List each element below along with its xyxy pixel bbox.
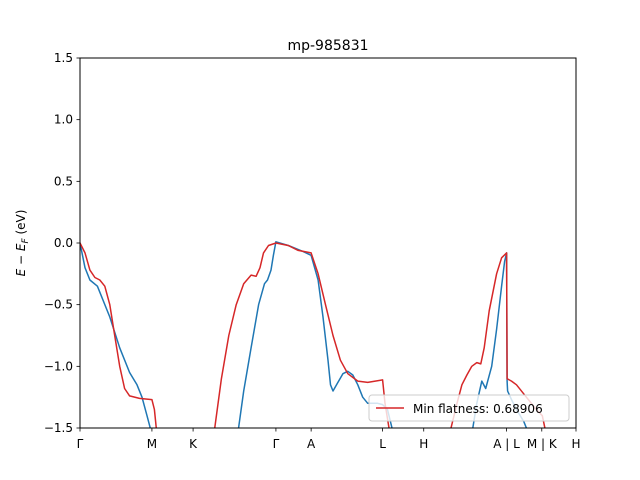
x-axis-ticks: Γ M K Γ A L H A | L M | K H <box>77 428 581 451</box>
x-tick-label: L <box>379 437 386 451</box>
y-tick-label: −1.5 <box>44 421 73 435</box>
x-tick-label: M | K <box>527 437 558 451</box>
y-label-e: E <box>14 268 28 276</box>
legend-box <box>368 394 570 422</box>
chart-title: mp-985831 <box>287 38 368 54</box>
legend: Min flatness: 0.68906 <box>368 394 570 422</box>
x-tick-label: H <box>571 437 580 451</box>
x-tick-label: H <box>419 437 428 451</box>
y-label-unit: (eV) <box>14 210 28 239</box>
y-tick-label: −0.5 <box>44 298 73 312</box>
band-line-series-0-segment-1 <box>237 241 393 428</box>
y-axis-label: E − EF (eV) <box>14 210 31 277</box>
y-tick-label: 0.0 <box>54 236 73 250</box>
x-tick-label: A <box>307 437 316 451</box>
x-tick-label: K <box>189 437 198 451</box>
x-tick-label: A | L <box>493 437 520 451</box>
band-line-series-1-segment-1 <box>213 242 390 428</box>
legend-label: Min flatness: 0.68906 <box>413 402 543 416</box>
x-tick-label: Γ <box>273 437 280 451</box>
y-tick-label: 1.5 <box>54 51 73 65</box>
y-tick-label: 1.0 <box>54 113 73 127</box>
y-tick-label: 0.5 <box>54 174 73 188</box>
band-line-series-1-segment-0 <box>80 242 158 428</box>
y-label-minus: − <box>14 251 28 269</box>
x-tick-label: Γ <box>77 437 84 451</box>
y-tick-label: −1.0 <box>44 359 73 373</box>
band-line-series-0-segment-0 <box>80 242 152 428</box>
y-axis-ticks: −1.5 −1.0 −0.5 0.0 0.5 1.0 1.5 <box>44 51 80 435</box>
y-label-ef: E <box>14 243 28 251</box>
y-label-f-subscript: F <box>21 238 31 244</box>
x-tick-label: M <box>147 437 157 451</box>
